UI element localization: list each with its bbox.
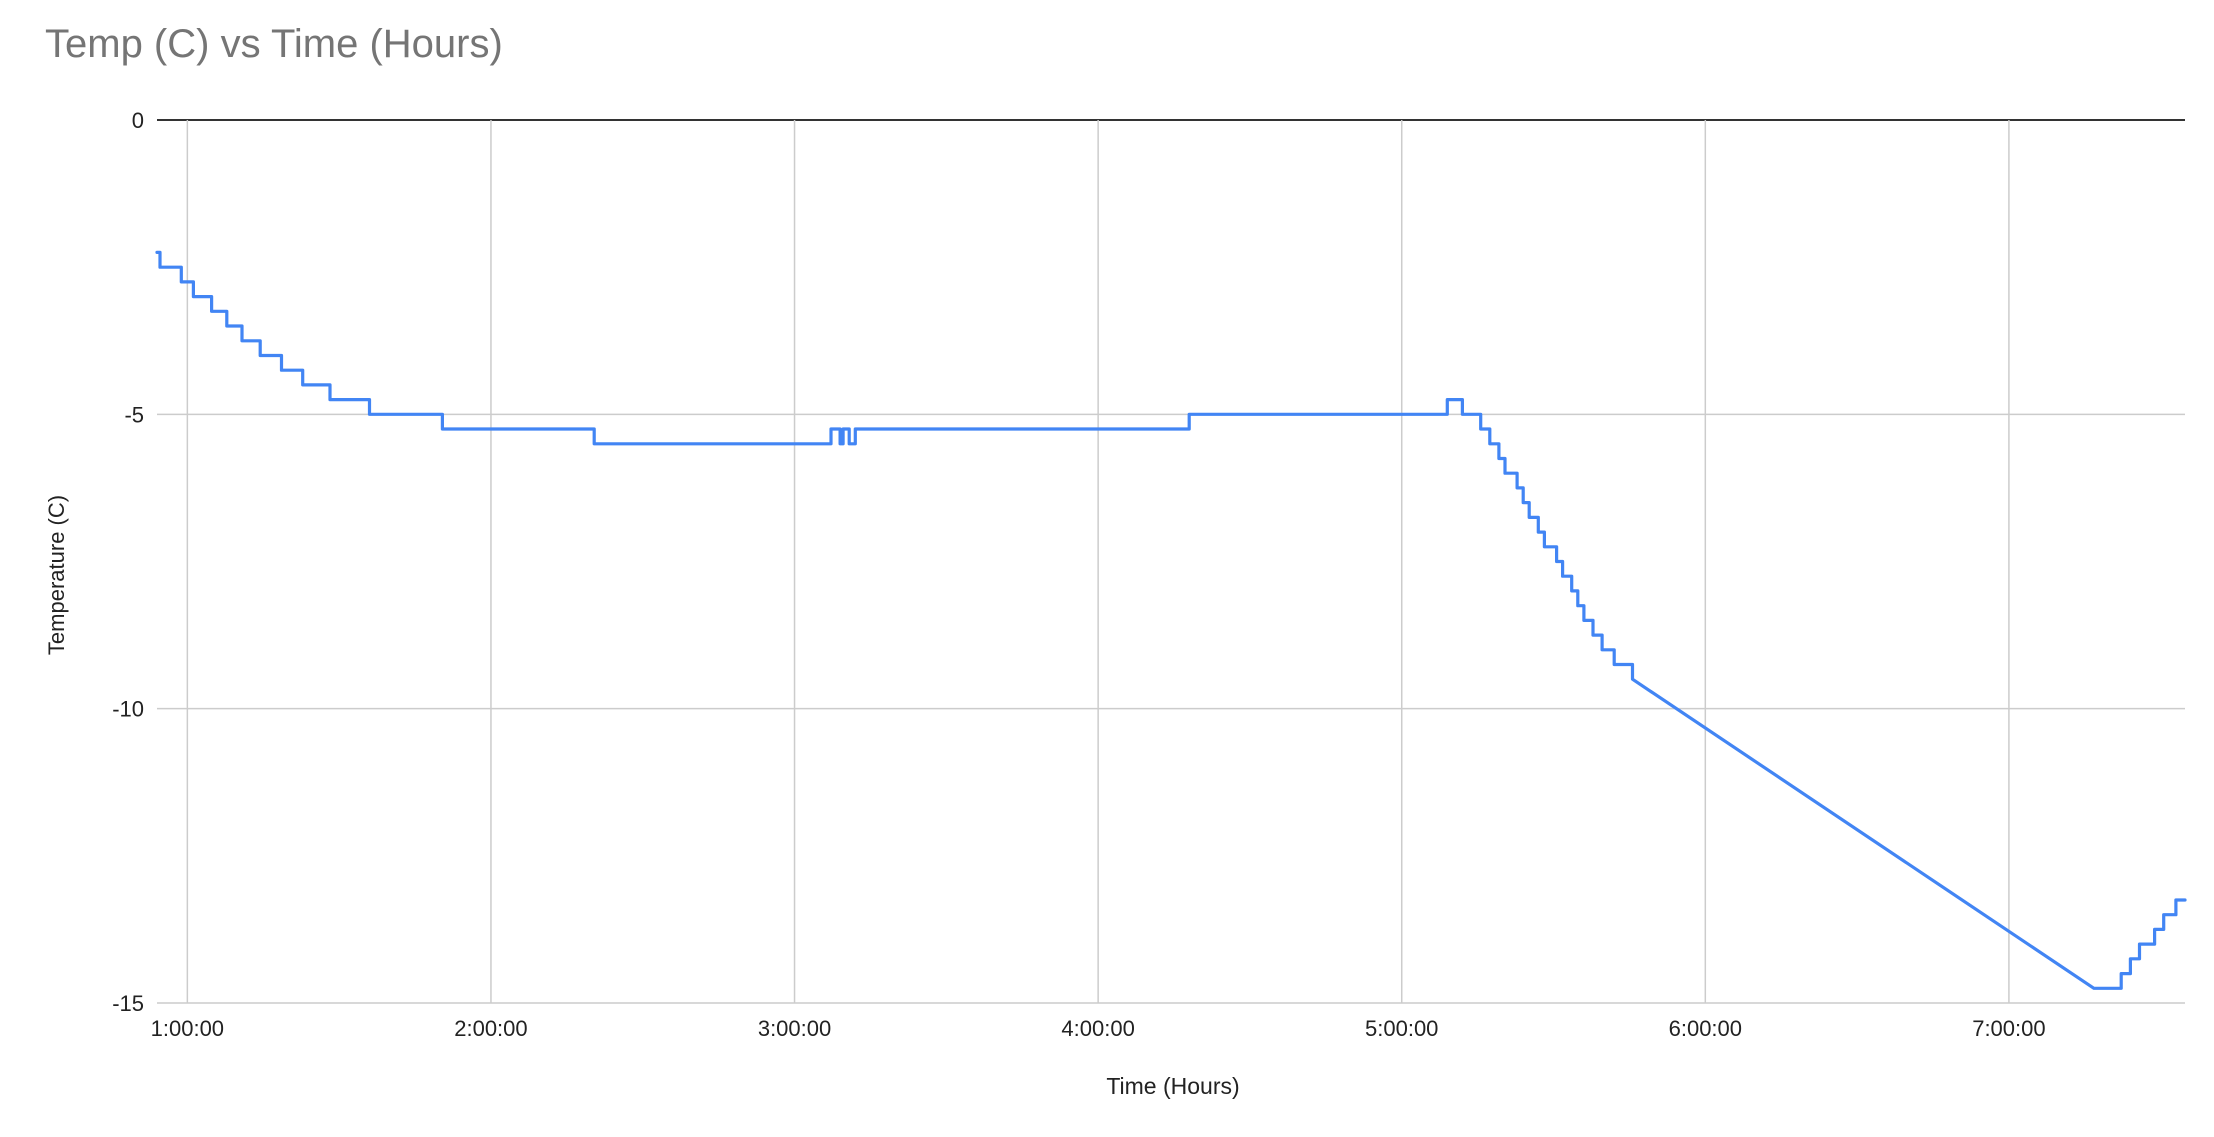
y-tick-label: 0 [132,108,144,133]
x-tick-label: 7:00:00 [1972,1016,2045,1041]
x-axis-title: Time (Hours) [1106,1073,1240,1099]
x-tick-label: 4:00:00 [1061,1016,1134,1041]
series-layer [155,250,2187,990]
y-tick-label: -5 [124,402,144,427]
grid [157,119,2185,1004]
x-tick-label: 1:00:00 [151,1016,224,1041]
chart-title: Temp (C) vs Time (Hours) [45,22,503,66]
axes: 0 -5 -10 -15 1:00:00 2:00:00 3:00:00 4:00:00 5:0… [112,108,2045,1041]
x-tick-label: 6:00:00 [1669,1016,1742,1041]
y-tick-label: -15 [112,991,144,1016]
x-tick-label: 2:00:00 [454,1016,527,1041]
y-tick-label: -10 [112,697,144,722]
series-line [155,250,2187,990]
x-tick-label: 3:00:00 [758,1016,831,1041]
x-tick-label: 5:00:00 [1365,1016,1438,1041]
